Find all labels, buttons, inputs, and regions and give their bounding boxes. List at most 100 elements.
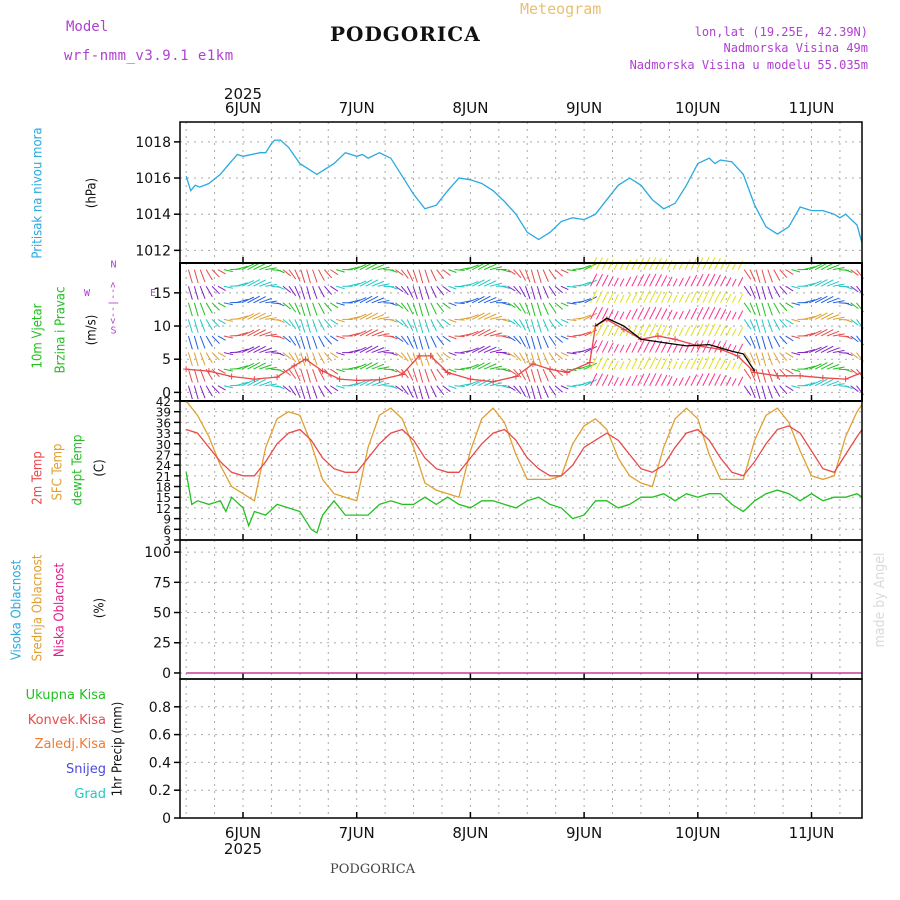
wind-arrow [554, 335, 563, 343]
coords-label: lon,lat (19.25E, 42.39N) [694, 25, 868, 39]
wind-speed-point [490, 378, 497, 385]
wind-arrow [241, 363, 255, 370]
wind-arrow [660, 291, 668, 304]
wind-arrow [187, 319, 193, 333]
wind-arrow [436, 335, 445, 346]
wind-arrow [720, 308, 727, 320]
wind-arrow [247, 345, 261, 354]
wind-arrow [613, 327, 619, 337]
wind-arrow [731, 295, 737, 304]
wind-arrow [336, 285, 345, 290]
wind-arrow [595, 307, 603, 320]
wind-arrow [548, 269, 557, 280]
wind-arrow [761, 335, 767, 350]
y-tick-label: 12 [156, 502, 171, 516]
wind-arrow [448, 269, 457, 273]
wind-arrow [826, 297, 840, 304]
wind-speed-point [376, 376, 383, 383]
pressure-series-line [185, 139, 863, 244]
wind-arrow [466, 330, 479, 337]
wind-arrow [832, 316, 845, 320]
wind-arrow [737, 293, 744, 304]
wind-arrow [844, 368, 853, 373]
wind-arrow [253, 296, 266, 304]
wind-arrow [548, 385, 557, 396]
wind-arrow [554, 285, 563, 294]
wind-arrow [814, 328, 828, 337]
wind-arrow [430, 335, 437, 348]
wind-arrow [832, 333, 845, 337]
y-tick-label: 0.4 [149, 755, 171, 771]
wind-arrow [584, 362, 598, 370]
wind-arrow [282, 385, 292, 393]
wind-arrow [554, 269, 563, 277]
wind-arrow [631, 291, 638, 304]
wind-arrow [471, 329, 485, 337]
wind-arrow [519, 368, 526, 381]
wind-arrow [690, 357, 698, 370]
wind-arrow [193, 269, 199, 284]
wind-arrow [347, 266, 361, 271]
wind-arrow [814, 262, 828, 271]
wind-arrow [660, 308, 668, 320]
wind-arrow [785, 302, 794, 309]
wind-arrow [519, 385, 526, 397]
wind-arrow [247, 378, 261, 387]
wind-arrow [566, 318, 577, 322]
wind-arrow [424, 269, 430, 283]
wind-arrow [519, 269, 526, 281]
wind-arrow [217, 368, 226, 374]
wind-arrow [336, 302, 345, 306]
wind-arrow [737, 310, 744, 320]
wind-arrow [395, 318, 404, 326]
wind-arrow [613, 294, 619, 304]
wind-arrow [282, 335, 292, 343]
model-label: Model [66, 19, 109, 35]
wind-arrow [282, 368, 292, 376]
y-tick-label: 1016 [135, 171, 171, 187]
wind-arrow [211, 269, 220, 278]
wind-arrow [684, 358, 691, 370]
wind-arrow [294, 302, 301, 315]
wind-arrow [454, 385, 465, 387]
wind-arrow [803, 266, 816, 271]
wind-speed-point [842, 376, 849, 383]
wind-arrow [306, 286, 311, 300]
wind-arrow [666, 359, 673, 370]
wind-arrow [720, 342, 727, 353]
wind-arrow [193, 385, 199, 400]
wind-arrow [619, 278, 625, 287]
wind-arrow [749, 385, 756, 398]
wind-arrow [649, 373, 657, 386]
wind-arrow [306, 385, 311, 400]
wind-arrow [672, 328, 678, 337]
wind-arrow [324, 285, 333, 295]
wind-arrow [779, 269, 788, 279]
wind-arrow [779, 319, 788, 328]
wind-arrow [524, 352, 531, 366]
wind-arrow [672, 377, 678, 386]
wind-arrow [448, 318, 457, 323]
wind-arrow [377, 266, 390, 271]
wind-arrow [253, 312, 266, 320]
wind-arrow [359, 362, 373, 370]
wind-arrow [324, 319, 333, 329]
y-tick-label: 36 [156, 416, 171, 430]
wind-arrow [519, 335, 526, 348]
wind-arrow [731, 278, 737, 287]
wind-arrow [844, 352, 853, 356]
wind-arrow [365, 329, 379, 337]
wind-arrow [536, 269, 542, 284]
wind-arrow [731, 361, 737, 370]
wind-arrow [743, 269, 752, 280]
wind-arrow [536, 369, 542, 383]
wind-arrow [424, 368, 430, 383]
wind-speed-point [529, 360, 536, 367]
wind-arrow [436, 302, 445, 313]
wind-arrow [655, 307, 662, 320]
wind-arrow [761, 352, 767, 367]
wind-arrow [708, 340, 716, 353]
wind-arrow [448, 302, 457, 307]
wind-arrow [637, 357, 645, 370]
wind-arrow [199, 269, 206, 283]
